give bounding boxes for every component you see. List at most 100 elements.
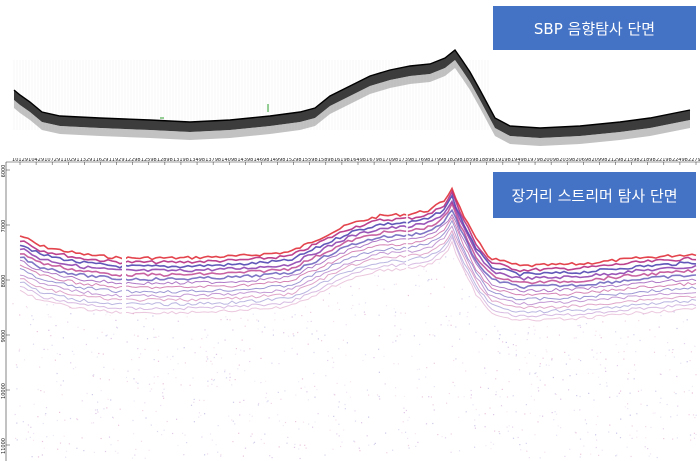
- seismic-noise: [316, 330, 318, 332]
- seismic-noise: [271, 362, 273, 364]
- seismic-noise: [358, 447, 360, 449]
- seismic-noise: [268, 417, 270, 419]
- seismic-noise: [453, 359, 455, 362]
- seismic-noise: [450, 451, 452, 453]
- trace-gap: [122, 248, 126, 378]
- seismic-noise: [535, 372, 537, 374]
- seismic-noise: [413, 335, 415, 337]
- seismic-noise: [327, 415, 329, 417]
- seismic-noise: [588, 392, 590, 394]
- seismic-noise: [93, 374, 95, 376]
- seismic-noise: [519, 444, 521, 446]
- seismic-noise: [599, 364, 602, 366]
- seismic-noise: [278, 446, 280, 448]
- seismic-noise: [600, 337, 602, 339]
- seismic-noise: [307, 343, 309, 345]
- seismic-noise: [445, 256, 447, 258]
- seismic-noise: [64, 419, 66, 421]
- seismic-noise: [645, 426, 647, 428]
- seismic-noise: [59, 353, 61, 356]
- seismic-noise: [298, 448, 300, 450]
- seismic-noise: [106, 312, 108, 314]
- seismic-noise: [244, 325, 246, 327]
- seismic-noise: [579, 324, 581, 326]
- seismic-noise: [447, 324, 449, 326]
- seismic-noise: [220, 357, 222, 359]
- seismic-noise: [363, 311, 365, 313]
- seismic-noise: [358, 288, 360, 290]
- seismic-noise: [378, 371, 380, 373]
- seismic-noise: [668, 349, 670, 351]
- seismic-noise: [146, 338, 149, 340]
- seismic-noise: [100, 390, 102, 392]
- seismic-noise: [257, 320, 260, 322]
- seismic-noise: [576, 395, 578, 397]
- seismic-noise: [394, 315, 396, 317]
- seismic-noise: [474, 419, 476, 421]
- seismic-noise: [637, 390, 640, 392]
- seismic-noise: [487, 387, 489, 389]
- seismic-noise: [46, 436, 48, 438]
- seismic-noise: [474, 427, 476, 429]
- seismic-noise: [688, 414, 690, 416]
- streamer-title: 장거리 스트리머 탐사 단면: [511, 186, 678, 205]
- seismic-noise: [501, 388, 503, 390]
- trace-tick-label: 12598: [141, 158, 157, 163]
- seismic-noise: [399, 334, 401, 336]
- seismic-noise: [615, 331, 617, 333]
- seismic-noise: [526, 450, 528, 452]
- seismic-noise: [494, 430, 496, 432]
- seismic-noise: [633, 378, 635, 380]
- trace-tick-label: 18598: [463, 158, 479, 163]
- seismic-noise: [107, 398, 109, 400]
- seismic-noise: [605, 358, 607, 360]
- seismic-noise: [401, 432, 403, 434]
- seismic-noise: [327, 359, 329, 362]
- seismic-noise: [118, 424, 120, 426]
- seismic-noise: [458, 416, 460, 418]
- depth-tick-label: 10000: [1, 383, 7, 399]
- seismic-noise: [494, 325, 496, 327]
- seismic-noise: [199, 346, 202, 348]
- seismic-noise: [321, 340, 323, 342]
- seismic-noise: [338, 423, 340, 425]
- seismic-noise: [599, 383, 601, 385]
- seismic-noise: [596, 352, 598, 354]
- seismic-noise: [264, 326, 266, 328]
- seismic-noise: [377, 275, 379, 277]
- seismic-noise: [594, 334, 596, 336]
- seismic-noise: [692, 414, 695, 416]
- seismic-noise: [485, 372, 487, 374]
- seismic-noise: [304, 386, 306, 388]
- seismic-noise: [539, 457, 541, 459]
- seismic-noise: [56, 419, 58, 422]
- seismic-noise: [206, 356, 208, 358]
- trace-tick-label: 22498: [672, 158, 688, 163]
- seismic-noise: [528, 326, 530, 329]
- seismic-noise: [342, 339, 344, 341]
- seismic-noise: [270, 402, 272, 404]
- seismic-noise: [176, 418, 178, 420]
- seismic-noise: [229, 319, 231, 321]
- seismic-noise: [669, 369, 671, 371]
- seismic-noise: [453, 258, 455, 260]
- seismic-noise: [251, 433, 253, 435]
- seismic-noise: [143, 326, 145, 328]
- seismic-noise: [15, 437, 17, 439]
- seismic-noise: [92, 375, 94, 377]
- seismic-noise: [172, 369, 175, 371]
- seismic-noise: [499, 334, 501, 336]
- depth-axis: 6000 7000 8000 9000 10000 11000: [1, 162, 10, 461]
- seismic-noise: [546, 326, 548, 328]
- seismic-noise: [539, 337, 541, 339]
- seismic-noise: [16, 366, 18, 368]
- seismic-noise: [663, 438, 665, 440]
- seismic-noise: [314, 396, 316, 398]
- seismic-noise: [555, 413, 558, 415]
- seismic-noise: [629, 392, 631, 394]
- seismic-noise: [157, 376, 159, 378]
- seismic-noise: [125, 376, 127, 379]
- seismic-noise: [193, 398, 195, 400]
- sbp-profile-panel: SBP 음향탐사 단면: [0, 0, 700, 150]
- seismic-noise: [575, 337, 577, 339]
